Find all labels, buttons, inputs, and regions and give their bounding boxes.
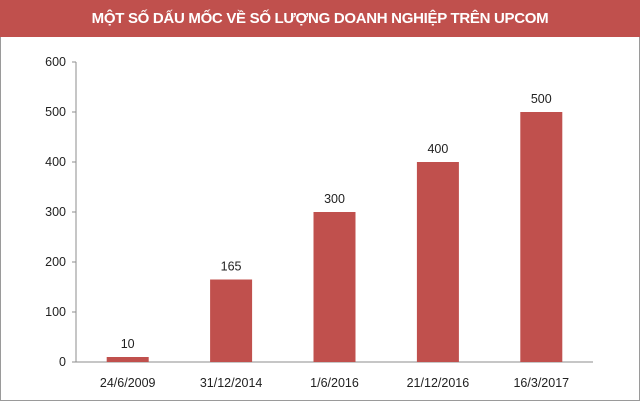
- data-label: 300: [324, 192, 345, 206]
- x-tick-label: 31/12/2014: [200, 376, 263, 390]
- y-tick-label: 400: [45, 155, 66, 169]
- y-tick-label: 200: [45, 255, 66, 269]
- y-tick-label: 600: [45, 55, 66, 69]
- data-label: 400: [427, 142, 448, 156]
- y-tick-label: 0: [59, 355, 66, 369]
- x-tick-label: 24/6/2009: [100, 376, 156, 390]
- data-label: 165: [221, 260, 242, 274]
- chart-title: MỘT SỐ DẤU MỐC VỀ SỐ LƯỢNG DOANH NGHIỆP …: [0, 0, 640, 37]
- bar: [416, 162, 459, 362]
- data-label: 10: [121, 337, 135, 351]
- bar: [210, 279, 253, 362]
- x-tick-label: 1/6/2016: [310, 376, 359, 390]
- bar: [520, 112, 563, 362]
- x-tick-label: 16/3/2017: [513, 376, 569, 390]
- y-tick-label: 500: [45, 105, 66, 119]
- x-tick-label: 21/12/2016: [407, 376, 470, 390]
- data-label: 500: [531, 92, 552, 106]
- bar: [106, 357, 149, 362]
- bar: [313, 212, 356, 362]
- y-tick-label: 300: [45, 205, 66, 219]
- y-tick-label: 100: [45, 305, 66, 319]
